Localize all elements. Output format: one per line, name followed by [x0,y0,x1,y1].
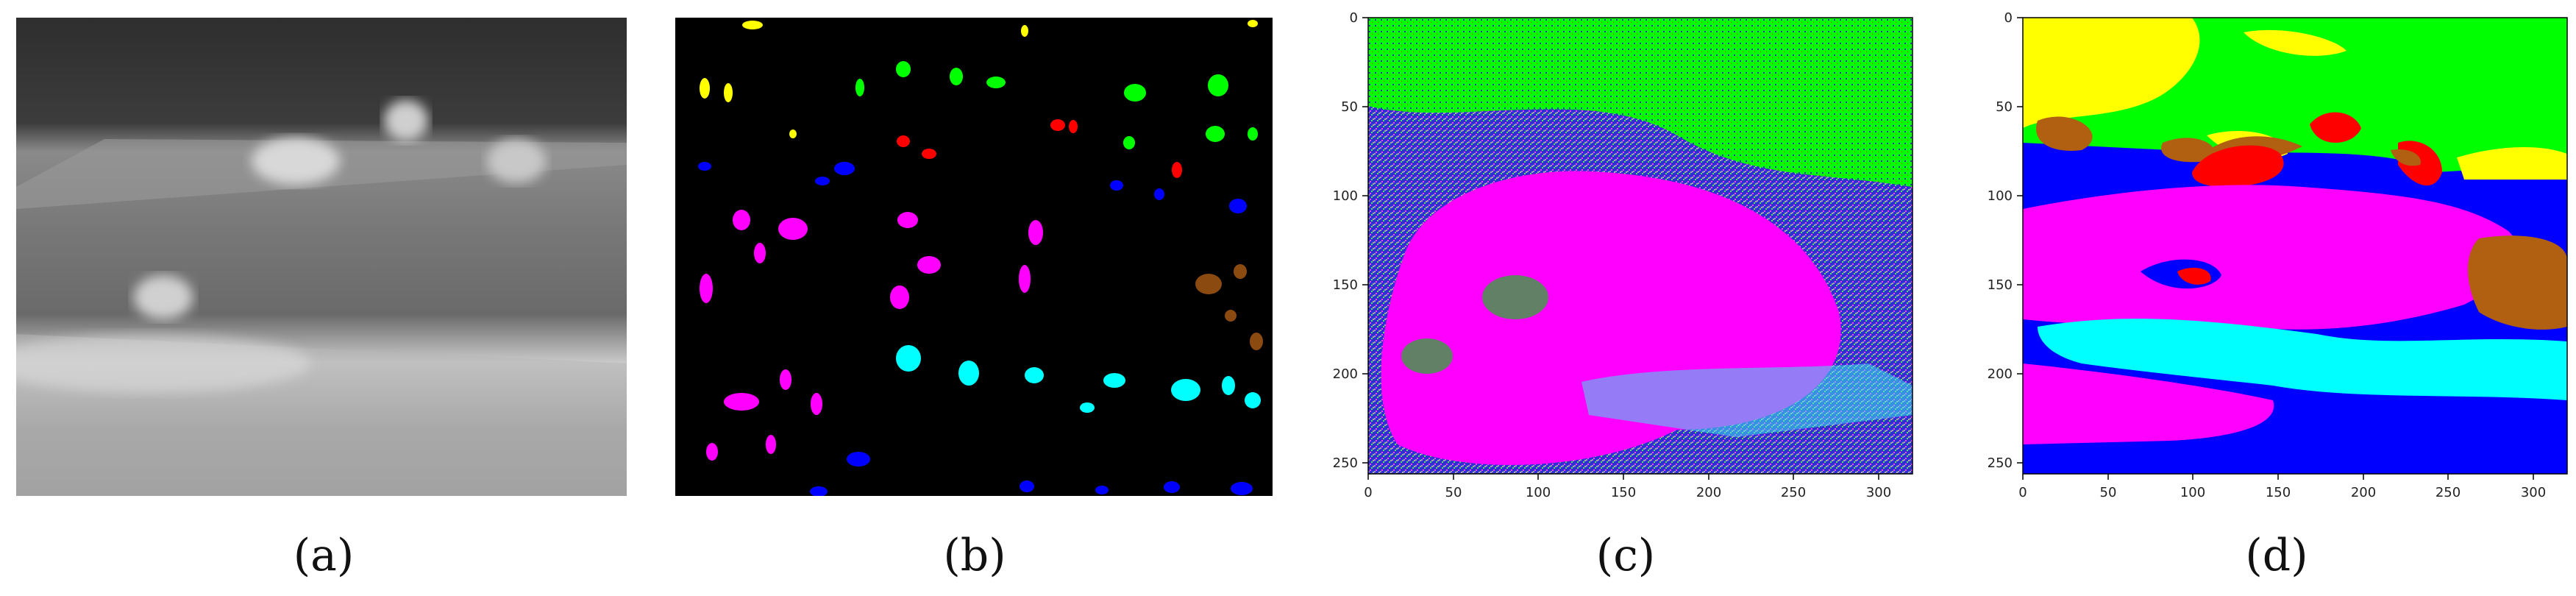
panel-d-segmentation-plot: 0 50 100 150 200 250 300 0 50 100 150 20… [1988,10,2568,500]
c-ytick: 150 [1333,277,1358,293]
panel-d-axes: 0 50 100 150 200 250 300 0 50 100 150 20… [1988,10,2547,500]
d-ytick: 150 [1988,277,2013,293]
d-xtick: 250 [2436,485,2461,500]
d-xtick: 300 [2521,485,2546,500]
d-xtick: 150 [2266,485,2291,500]
panel-b-segment-blobs [675,18,1273,496]
d-ytick: 100 [1988,188,2013,204]
c-ytick: 0 [1350,10,1358,26]
caption-b: (b) [943,530,1006,581]
d-xtick: 0 [2018,485,2027,500]
panel-a-thermal-image [16,18,627,496]
c-xtick: 200 [1696,485,1721,500]
c-xtick: 50 [1445,485,1462,500]
c-xtick: 300 [1866,485,1891,500]
d-xtick: 200 [2351,485,2376,500]
caption-d: (d) [2245,530,2308,581]
c-xtick: 250 [1781,485,1806,500]
c-xtick: 0 [1364,485,1372,500]
c-ytick: 100 [1333,188,1358,204]
d-ytick: 50 [1996,99,2013,115]
d-ytick: 250 [1988,455,2013,471]
caption-a: (a) [293,530,355,581]
caption-c: (c) [1595,530,1656,581]
panel-c-classification-plot: 0 50 100 150 200 250 300 0 50 100 150 20… [1333,10,1913,500]
c-ytick: 200 [1333,366,1358,382]
c-xtick: 100 [1526,485,1551,500]
c-xtick: 150 [1611,485,1636,500]
d-xtick: 100 [2180,485,2205,500]
d-ytick: 200 [1988,366,2013,382]
c-ytick: 250 [1333,455,1358,471]
panel-c-axes: 0 50 100 150 200 250 300 0 50 100 150 20… [1333,10,1892,500]
c-ytick: 50 [1341,99,1358,115]
d-xtick: 50 [2100,485,2117,500]
d-ytick: 0 [2004,10,2013,26]
